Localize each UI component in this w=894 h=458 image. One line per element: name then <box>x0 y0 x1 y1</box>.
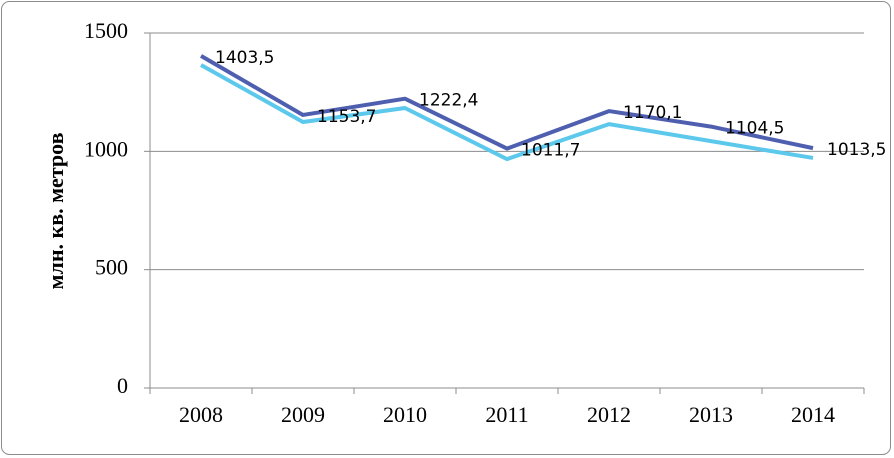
data-label: 1153,7 <box>317 107 376 127</box>
data-label: 1013,5 <box>827 140 886 160</box>
y-tick-label: 500 <box>95 255 128 280</box>
data-label: 1011,7 <box>521 141 580 161</box>
x-tick-label: 2009 <box>281 402 325 427</box>
x-tick-label: 2013 <box>689 402 733 427</box>
x-tick-label: 2014 <box>791 402 835 427</box>
data-label: 1403,5 <box>215 48 274 68</box>
y-axis-label: млн. кв. метров <box>43 132 68 289</box>
line-series <box>200 63 814 162</box>
x-tick-label: 2012 <box>587 402 631 427</box>
y-tick-label: 1500 <box>84 18 128 43</box>
x-tick-label: 2010 <box>383 402 427 427</box>
x-tick-label: 2011 <box>485 402 528 427</box>
data-label: 1170,1 <box>623 103 682 123</box>
data-label: 1104,5 <box>725 119 784 139</box>
y-tick-label: 0 <box>117 373 128 398</box>
line-series <box>199 54 814 151</box>
y-tick-label: 1000 <box>84 136 128 161</box>
data-label: 1222,4 <box>419 91 478 111</box>
x-tick-label: 2008 <box>179 402 223 427</box>
